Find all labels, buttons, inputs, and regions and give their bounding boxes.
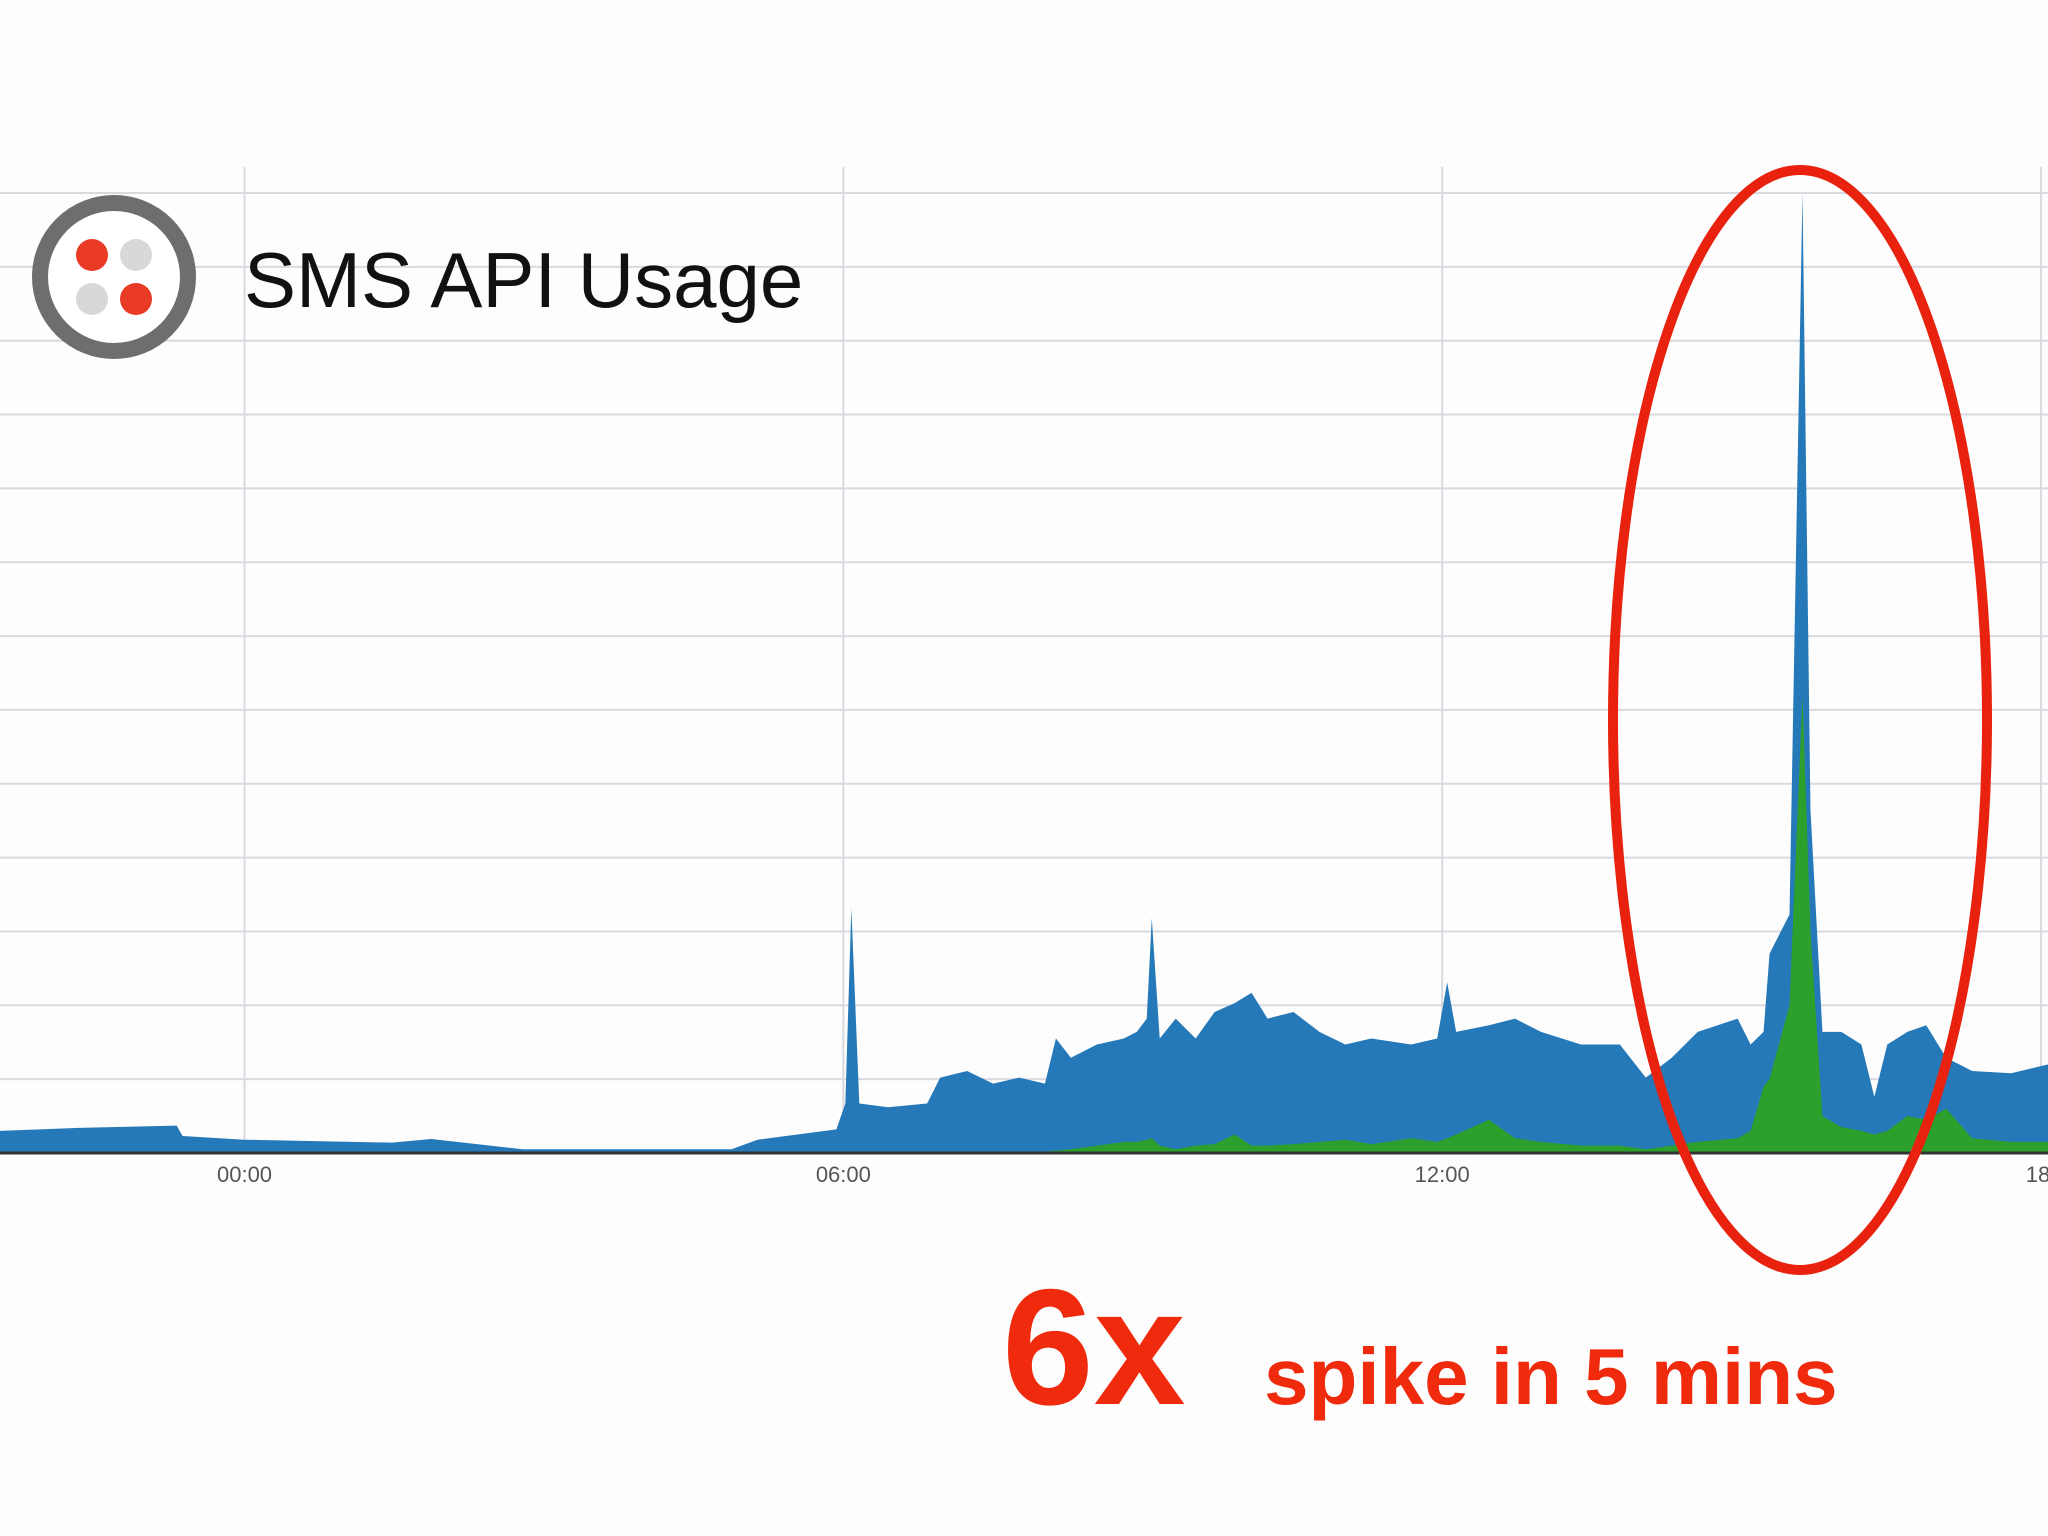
- highlight-ellipse: [1608, 165, 1992, 1275]
- annotation-multiplier: 6x: [1002, 1255, 1186, 1439]
- logo-dot: [120, 283, 152, 315]
- area: [0, 193, 2048, 1153]
- x-tick-label: 06:00: [816, 1162, 871, 1187]
- logo-ring: [32, 195, 196, 359]
- logo-dot: [120, 239, 152, 271]
- x-tick-label: 12:00: [1415, 1162, 1470, 1187]
- x-tick-label: 18:: [2026, 1162, 2048, 1187]
- grid: [0, 167, 2048, 1154]
- x-ticks: 00:00 06:00 12:00 18:: [217, 1162, 2048, 1187]
- plot-area: [0, 193, 2048, 1153]
- x-tick-label: 00:00: [217, 1162, 272, 1187]
- logo: [32, 195, 196, 359]
- logo-dot: [76, 283, 108, 315]
- logo-dot: [76, 239, 108, 271]
- annotation-text: spike in 5 mins: [1264, 1332, 1838, 1421]
- chart-title: SMS API Usage: [244, 236, 803, 324]
